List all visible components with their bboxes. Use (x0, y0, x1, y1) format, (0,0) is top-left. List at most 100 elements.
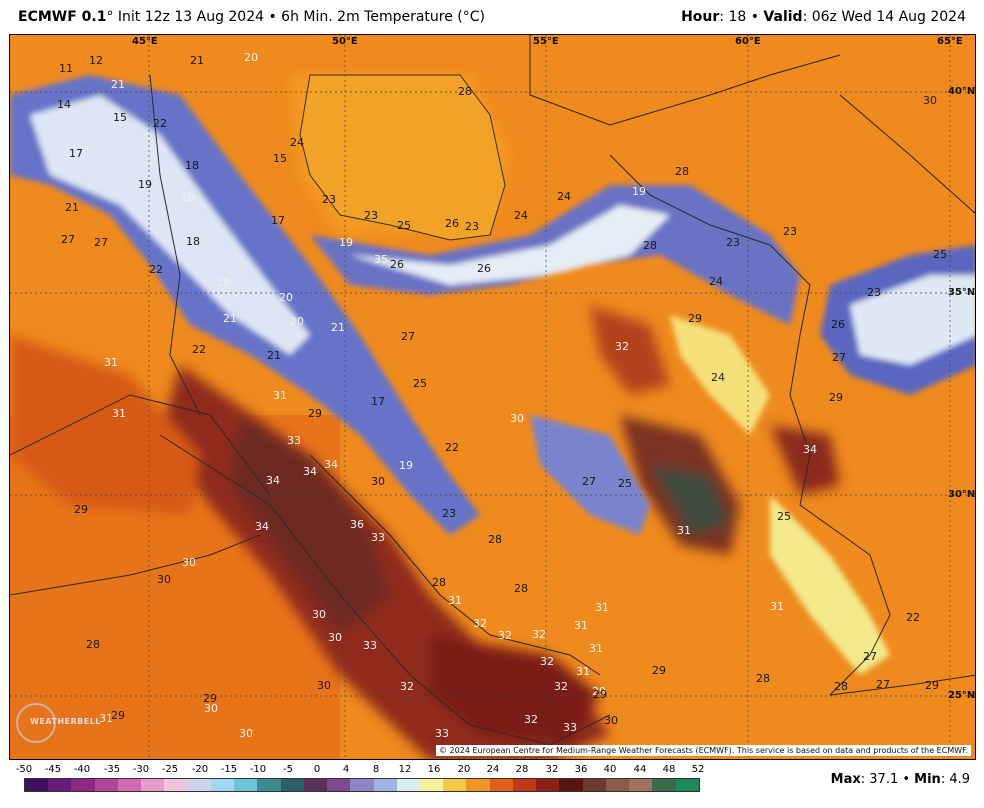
colorbar-swatch (489, 779, 513, 791)
mountain-bands (10, 75, 975, 675)
temp-value: 22 (445, 441, 459, 454)
temp-value: 31 (448, 594, 462, 607)
temp-value: 33 (287, 434, 301, 447)
temp-value: 34 (324, 458, 338, 471)
temp-value: 17 (69, 147, 83, 160)
temp-value: 25 (933, 248, 947, 261)
colorbar-swatch (94, 779, 118, 791)
temp-value: 23 (726, 236, 740, 249)
temp-value: 21 (65, 201, 79, 214)
legend-tick: -30 (132, 764, 150, 775)
colorbar-swatch (48, 779, 72, 791)
temp-value: 27 (94, 236, 108, 249)
temp-value: 14 (57, 98, 71, 111)
map-header: ECMWF 0.1° Init 12z 13 Aug 2024 • 6h Min… (0, 0, 984, 34)
lat-30-label: 30°N (948, 489, 976, 500)
temp-value: 30 (328, 631, 342, 644)
temp-value: 23 (442, 507, 456, 520)
temp-value: 23 (465, 220, 479, 233)
colorbar-swatch (443, 779, 467, 791)
temp-value: 26 (477, 262, 491, 275)
lon-50-label: 50°E (332, 36, 358, 47)
temp-value: 19 (632, 185, 646, 198)
colorbar-swatch (280, 779, 304, 791)
colorbar-swatch (141, 779, 165, 791)
colorbar-swatch (210, 779, 235, 791)
lat-40-label: 40°N (948, 86, 976, 97)
header-title: ECMWF 0.1° Init 12z 13 Aug 2024 • 6h Min… (18, 0, 485, 34)
temp-value: 28 (488, 533, 502, 546)
temperature-colorbar (24, 778, 700, 792)
temp-value: 29 (592, 685, 606, 698)
temp-value: 17 (371, 395, 385, 408)
temp-value: 19 (399, 459, 413, 472)
legend-tick: -50 (15, 764, 33, 775)
lon-65-label: 65°E (937, 36, 963, 47)
legend-tick-labels: -50 -45 -40 -35 -30 -25 -20 -15 -10 -5 0… (0, 764, 984, 778)
temp-value: 31 (99, 712, 113, 725)
legend-tick: 48 (662, 764, 676, 775)
temp-value: 31 (273, 389, 287, 402)
colorbar-swatch (350, 779, 374, 791)
valid-label: Valid (763, 9, 803, 25)
temp-value: 23 (364, 209, 378, 222)
temp-value: 12 (89, 54, 103, 67)
lon-60-label: 60°E (735, 36, 761, 47)
temp-value: 18 (216, 276, 230, 289)
lon-45-label: 45°E (132, 36, 158, 47)
colorbar-swatch (164, 779, 188, 791)
legend-tick: 8 (372, 764, 380, 775)
legend-tick: 24 (486, 764, 500, 775)
temp-value: 29 (925, 679, 939, 692)
colorbar-swatch (117, 779, 142, 791)
temp-value: 22 (906, 611, 920, 624)
temp-value: 34 (303, 465, 317, 478)
legend-tick: 16 (427, 764, 441, 775)
colorbar-swatch (234, 779, 258, 791)
temp-value: 30 (312, 608, 326, 621)
temp-value: 31 (677, 524, 691, 537)
temp-value: 32 (532, 628, 546, 641)
temp-value: 31 (104, 356, 118, 369)
legend-tick: 40 (603, 764, 617, 775)
temp-value: 28 (86, 638, 100, 651)
legend-tick: -15 (220, 764, 238, 775)
temp-value: 32 (498, 629, 512, 642)
temp-value: 28 (643, 239, 657, 252)
legend-tick: 12 (398, 764, 412, 775)
max-value: : 37.1 • (860, 772, 915, 787)
temp-value: 30 (182, 556, 196, 569)
temp-value: 32 (400, 680, 414, 693)
temp-value: 29 (829, 391, 843, 404)
weatherbell-logo-text: WEATHERBELL (30, 717, 101, 726)
temp-value: 32 (473, 617, 487, 630)
valid-value: : 06z Wed 14 Aug 2024 (802, 9, 966, 25)
colorbar-swatch (512, 779, 537, 791)
degree-sign: ° (106, 9, 114, 25)
temp-value: 20 (181, 191, 195, 204)
temp-value: 30 (510, 412, 524, 425)
colorbar-swatch (652, 779, 676, 791)
temp-value: 27 (832, 351, 846, 364)
temp-value: 32 (540, 655, 554, 668)
temp-value: 15 (273, 152, 287, 165)
temp-value: 32 (554, 680, 568, 693)
colorbar-swatch (257, 779, 281, 791)
temp-value: 30 (239, 727, 253, 740)
temp-value: 29 (74, 503, 88, 516)
temp-value: 18 (186, 235, 200, 248)
min-label: Min (914, 772, 941, 787)
temp-value: 31 (574, 619, 588, 632)
legend-tick: 32 (545, 764, 559, 775)
temp-value: 23 (783, 225, 797, 238)
max-min-readout: Max: 37.1 • Min: 4.9 (831, 772, 970, 788)
legend-tick: 52 (691, 764, 705, 775)
temp-value: 31 (576, 665, 590, 678)
temp-value: 25 (618, 477, 632, 490)
temp-value: 30 (371, 475, 385, 488)
hour-label: Hour (681, 9, 720, 25)
legend-tick: -5 (283, 764, 293, 775)
temp-value: 28 (458, 85, 472, 98)
temp-value: 29 (688, 312, 702, 325)
temp-value: 25 (413, 377, 427, 390)
